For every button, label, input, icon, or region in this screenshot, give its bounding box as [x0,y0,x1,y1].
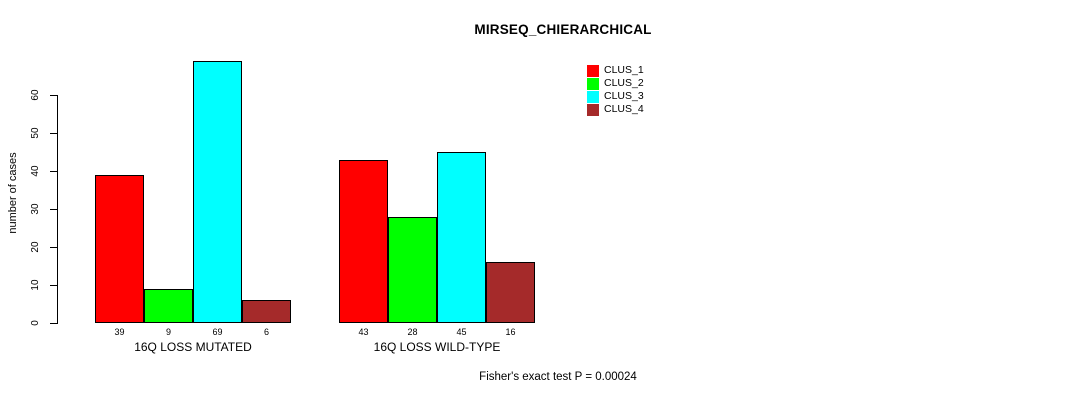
y-axis-tick-label: 20 [30,241,41,253]
bar-value-label: 43 [358,327,369,337]
legend-swatch-icon [587,77,599,90]
bar-value-label: 39 [114,327,125,337]
x-axis-group-label: 16Q LOSS WILD-TYPE [373,340,501,354]
fisher-test-annotation: Fisher's exact test P = 0.00024 [479,371,637,383]
legend-item-clus_3: CLUS_3 [587,90,644,103]
y-axis-tick-label: 30 [30,203,41,215]
bar-value-label: 6 [263,327,269,337]
y-axis-tick-label: 60 [30,89,41,101]
bar-clus_1-2 [339,160,388,323]
x-axis-group-label: 16Q LOSS MUTATED [134,340,252,354]
bar-value-label: 45 [456,327,467,337]
bar-value-label: 69 [212,327,223,337]
bar-value-label: 28 [407,327,418,337]
y-axis-tick [50,323,57,324]
bar-clus_1-1 [95,175,144,323]
bar-clus_2-2 [388,217,437,323]
legend: CLUS_1 CLUS_2 CLUS_3 CLUS_4 [587,64,644,116]
legend-item-clus_2: CLUS_2 [587,77,644,90]
bar-clus_2-1 [144,289,193,323]
bar-value-label: 9 [165,327,171,337]
legend-item-clus_4: CLUS_4 [587,103,644,116]
bar-clus_4-1 [242,300,291,323]
legend-swatch-icon [587,64,599,77]
y-axis-tick-label: 10 [30,279,41,291]
legend-label: CLUS_1 [604,64,644,76]
legend-label: CLUS_4 [604,103,644,115]
y-axis-label: number of cases [7,152,19,234]
bar-value-label: 16 [505,327,516,337]
bar-clus_4-2 [486,262,535,323]
bar-clus_3-2 [437,152,486,323]
chart-title: MIRSEQ_CHIERARCHICAL [474,22,652,37]
y-axis-tick [50,95,57,96]
y-axis-tick-label: 50 [30,127,41,139]
y-axis-tick [50,171,57,172]
y-axis-tick [50,247,57,248]
y-axis-tick [50,133,57,134]
legend-item-clus_1: CLUS_1 [587,64,644,77]
y-axis-tick-label: 0 [30,320,41,326]
y-axis-line [57,95,58,324]
legend-label: CLUS_2 [604,77,644,89]
legend-swatch-icon [587,90,599,103]
legend-label: CLUS_3 [604,90,644,102]
bar-clus_3-1 [193,61,242,323]
y-axis-tick [50,209,57,210]
legend-swatch-icon [587,103,599,116]
y-axis-tick-label: 40 [30,165,41,177]
y-axis-tick [50,285,57,286]
